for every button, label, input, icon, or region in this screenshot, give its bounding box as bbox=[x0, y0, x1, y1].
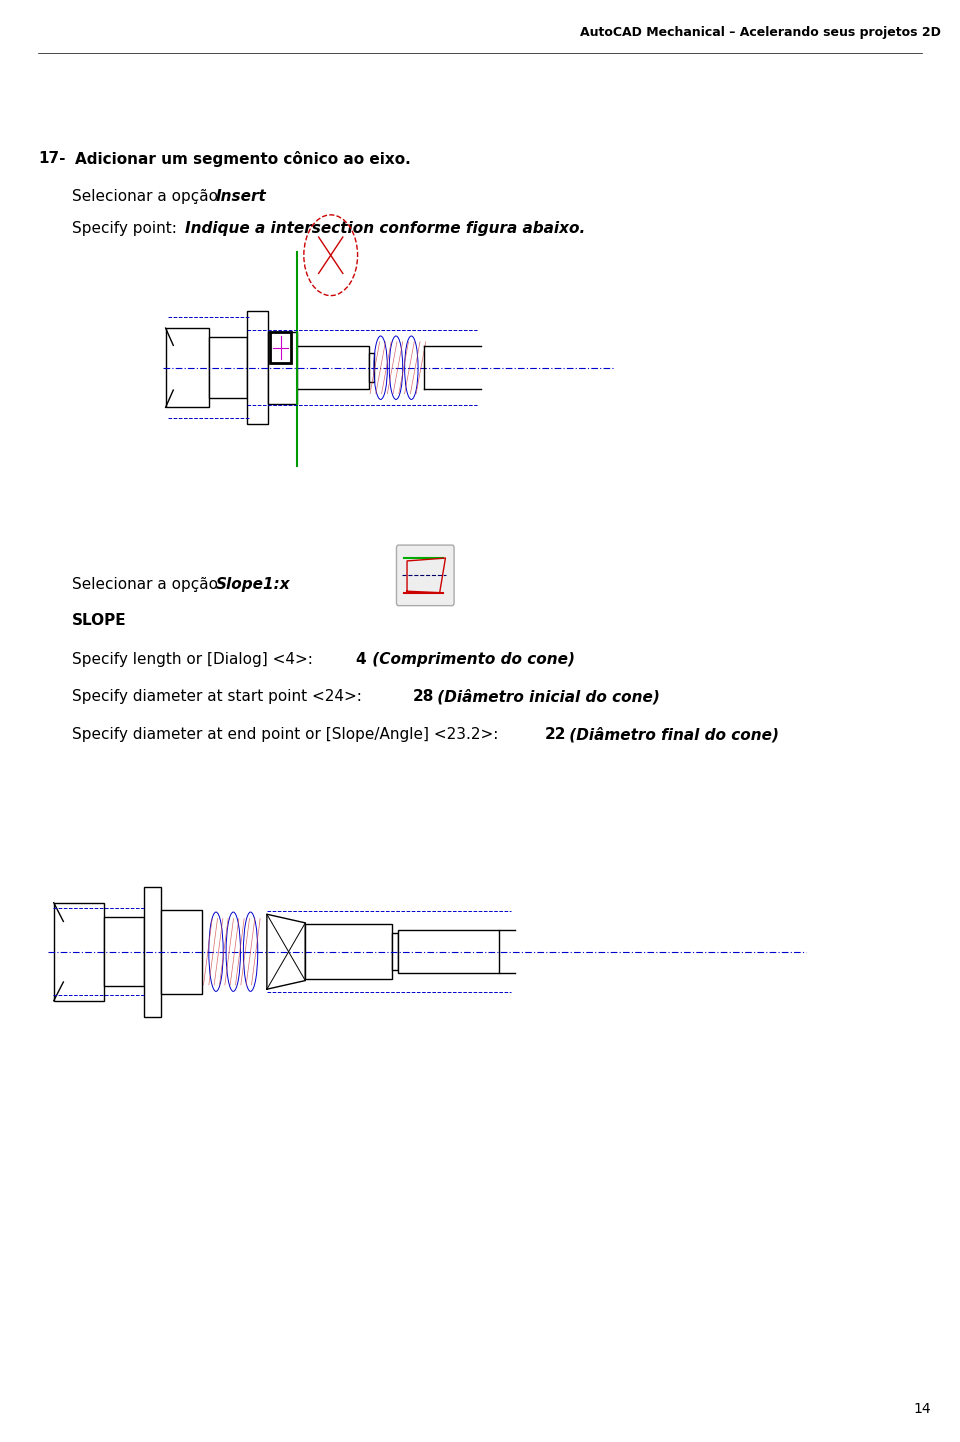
Bar bbox=[54, 903, 104, 1001]
Text: Adicionar um segmento cônico ao eixo.: Adicionar um segmento cônico ao eixo. bbox=[75, 151, 411, 167]
Bar bbox=[398, 930, 499, 973]
Text: Specify point:: Specify point: bbox=[72, 221, 181, 235]
Text: (Comprimento do cone): (Comprimento do cone) bbox=[367, 652, 575, 666]
FancyBboxPatch shape bbox=[396, 545, 454, 606]
Bar bbox=[161, 910, 202, 994]
Bar bbox=[248, 311, 269, 424]
Text: 28: 28 bbox=[413, 689, 434, 704]
Text: Specify length or [Dialog] <4>:: Specify length or [Dialog] <4>: bbox=[72, 652, 318, 666]
Bar bbox=[269, 332, 298, 404]
Text: Specify diameter at start point <24>:: Specify diameter at start point <24>: bbox=[72, 689, 367, 704]
Text: 22: 22 bbox=[544, 727, 565, 741]
Bar bbox=[392, 933, 398, 970]
Text: 14: 14 bbox=[914, 1402, 931, 1416]
Text: 17-: 17- bbox=[38, 151, 66, 166]
Bar bbox=[104, 917, 144, 986]
Text: AutoCAD Mechanical – Acelerando seus projetos 2D: AutoCAD Mechanical – Acelerando seus pro… bbox=[580, 26, 941, 39]
Bar bbox=[209, 337, 248, 398]
Bar bbox=[305, 924, 392, 979]
Text: Insert: Insert bbox=[216, 189, 267, 203]
Text: Selecionar a opção: Selecionar a opção bbox=[72, 189, 223, 203]
Text: Selecionar a opção: Selecionar a opção bbox=[72, 577, 223, 591]
Text: Slope1:x: Slope1:x bbox=[216, 577, 291, 591]
Bar bbox=[298, 346, 369, 389]
Bar bbox=[144, 887, 161, 1017]
Text: 4: 4 bbox=[355, 652, 366, 666]
Text: Indique a intersection conforme figura abaixo.: Indique a intersection conforme figura a… bbox=[185, 221, 586, 235]
Bar bbox=[271, 332, 292, 363]
Text: SLOPE: SLOPE bbox=[72, 613, 127, 627]
Bar bbox=[166, 327, 209, 407]
Text: (Diâmetro inicial do cone): (Diâmetro inicial do cone) bbox=[432, 689, 660, 705]
Text: Specify diameter at end point or [Slope/Angle] <23.2>:: Specify diameter at end point or [Slope/… bbox=[72, 727, 503, 741]
Text: (Diâmetro final do cone): (Diâmetro final do cone) bbox=[564, 727, 779, 743]
Bar bbox=[369, 353, 374, 382]
